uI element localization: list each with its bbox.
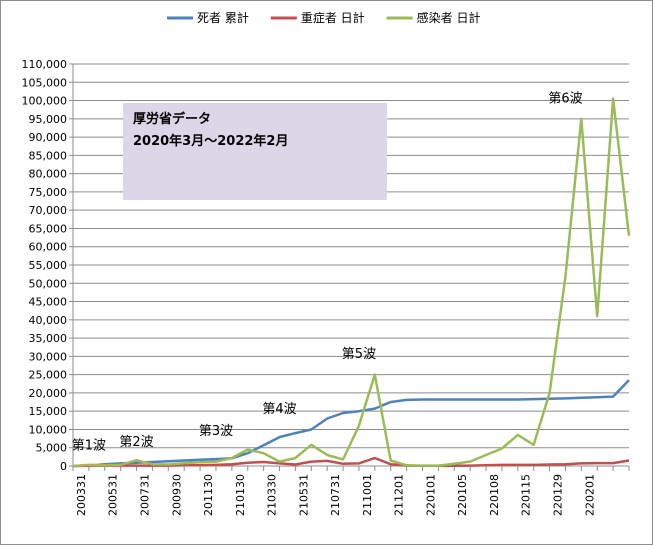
- y-tick-label: 85,000: [29, 149, 68, 162]
- wave-label: 第6波: [548, 91, 582, 106]
- note-textbox: 厚労省データ 2020年3月～2022年2月: [123, 103, 387, 200]
- series-line-3: [72, 97, 631, 468]
- note-box-background: [123, 103, 387, 200]
- y-tick-label: 35,000: [29, 332, 68, 345]
- y-tick-label: 25,000: [29, 369, 68, 382]
- legend-label-1: 死者 累計: [197, 10, 249, 25]
- y-tick-label: 70,000: [29, 204, 68, 217]
- note-line-2: 2020年3月～2022年2月: [133, 133, 288, 149]
- x-tick-label: 220101: [424, 474, 437, 516]
- x-tick-label: 201130: [202, 474, 215, 516]
- x-tick-label: 220105: [456, 474, 469, 516]
- wave-label: 第4波: [262, 402, 296, 417]
- wave-label: 第3波: [199, 424, 233, 439]
- wave-label: 第2波: [119, 435, 153, 450]
- x-tick-label: 211001: [361, 474, 374, 516]
- y-tick-label: 20,000: [29, 387, 68, 400]
- x-tick-label: 220129: [552, 474, 565, 516]
- x-tick-label: 220108: [488, 474, 501, 516]
- y-tick-label: 15,000: [29, 405, 68, 418]
- x-axis: 200331 200531 200731 200930 201130 210130 2103…: [72, 465, 630, 516]
- x-tick-label: 220201: [583, 474, 596, 516]
- wave-label: 第1波: [72, 439, 106, 454]
- y-tick-label: 60,000: [29, 241, 68, 254]
- x-tick-label: 211201: [393, 474, 406, 516]
- y-tick-label: 110,000: [22, 58, 68, 71]
- wave-annotations: 第1波 第2波 第3波 第4波 第5波 第6波: [72, 91, 583, 453]
- x-tick-label: 200331: [75, 474, 88, 516]
- x-tick-label: 200531: [107, 474, 120, 516]
- x-tick-label: 220115: [520, 474, 533, 516]
- x-tick-label: 210531: [297, 474, 310, 516]
- y-tick-label: 100,000: [22, 95, 68, 108]
- y-tick-label: 10,000: [29, 423, 68, 436]
- x-tick-label: 200930: [170, 474, 183, 516]
- series-lines: [72, 97, 631, 468]
- series-line-1: [72, 379, 630, 468]
- note-line-1: 厚労省データ: [133, 111, 211, 127]
- y-tick-label: 55,000: [29, 259, 68, 272]
- y-tick-label: 45,000: [29, 296, 68, 309]
- y-tick-label: 80,000: [29, 168, 68, 181]
- y-tick-label: 30,000: [29, 350, 68, 363]
- x-tick-label: 200731: [138, 474, 151, 516]
- y-axis: 0 5,000 10,000 15,000 20,000 25,000 30,000 35,0…: [22, 58, 74, 473]
- wave-label: 第5波: [342, 347, 376, 362]
- legend-label-3: 感染者 日計: [417, 10, 481, 25]
- x-tick-label: 210130: [234, 474, 247, 516]
- y-tick-label: 90,000: [29, 131, 68, 144]
- y-tick-label: 5,000: [36, 442, 68, 455]
- legend: 死者 累計 重症者 日計 感染者 日計: [167, 10, 480, 25]
- y-tick-label: 105,000: [22, 76, 68, 89]
- x-tick-label: 210330: [266, 474, 279, 516]
- y-tick-label: 0: [60, 460, 67, 473]
- y-tick-label: 40,000: [29, 314, 68, 327]
- y-tick-label: 65,000: [29, 222, 68, 235]
- legend-label-2: 重症者 日計: [301, 10, 365, 25]
- y-tick-label: 95,000: [29, 113, 68, 126]
- y-tick-label: 50,000: [29, 277, 68, 290]
- y-tick-label: 75,000: [29, 186, 68, 199]
- x-tick-label: 210731: [329, 474, 342, 516]
